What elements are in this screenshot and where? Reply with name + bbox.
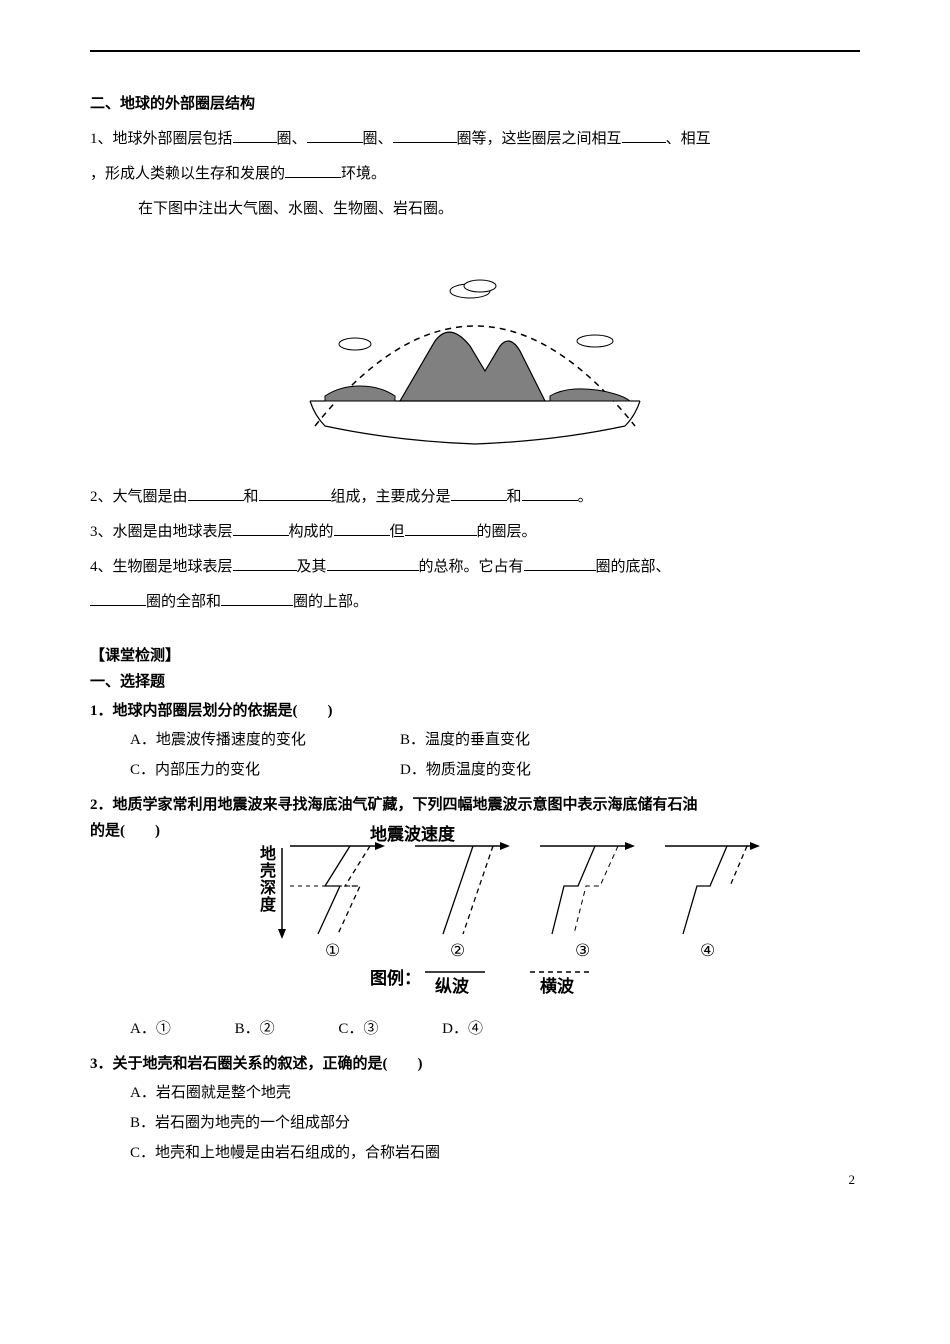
classroom-test-heading: 【课堂检测】 — [90, 644, 860, 665]
q2-stem-line1: 2．地质学家常利用地震波来寻找海底油气矿藏，下列四幅地震波示意图中表示海底储有石… — [90, 793, 860, 814]
top-horizontal-rule — [90, 50, 860, 52]
text-2c: 组成，主要成分是 — [331, 489, 451, 505]
q1-option-c: C．内部压力的变化 — [130, 755, 400, 785]
blank — [90, 590, 146, 606]
section-2-heading: 二、地球的外部圈层结构 — [90, 92, 860, 113]
seismic-wave-chart: 地震波速度 地 壳 深 度 ① — [160, 824, 860, 1004]
q3-option-b-line: B．岩石圈为地壳的一个组成部分 — [90, 1108, 860, 1138]
q1-option-a: A．地震波传播速度的变化 — [130, 725, 400, 755]
q3-stem: 3．关于地壳和岩石圈关系的叙述，正确的是( ) — [90, 1052, 860, 1073]
blank — [233, 555, 297, 571]
text-4c: 的总称。它占有 — [419, 559, 524, 575]
text-3b: 构成的 — [289, 524, 334, 540]
q1-option-b: B．温度的垂直变化 — [400, 725, 670, 755]
q1-options-row1: A．地震波传播速度的变化 B．温度的垂直变化 — [90, 725, 860, 755]
legend-solid: 纵波 — [435, 976, 470, 996]
q1-option-d: D．物质温度的变化 — [400, 755, 670, 785]
text-2b: 和 — [244, 489, 259, 505]
earth-spheres-diagram — [90, 246, 860, 451]
q3-option-a: A．岩石圈就是整个地壳 — [130, 1078, 291, 1108]
q1-options-row2: C．内部压力的变化 D．物质温度的变化 — [90, 755, 860, 785]
fill-line-1-instruction: 在下图中注出大气圈、水圈、生物圈、岩石圈。 — [90, 193, 860, 226]
blank — [522, 485, 578, 501]
page-number: 2 — [849, 1172, 856, 1188]
q3-option-c-line: C．地壳和上地幔是由岩石组成的，合称岩石圈 — [90, 1138, 860, 1168]
text-2d: 和 — [507, 489, 522, 505]
fill-line-1: 1、地球外部圈层包括 圈、 圈、 圈等，这些圈层之间相互 、相互 — [90, 123, 860, 156]
svg-text:④: ④ — [700, 941, 715, 960]
svg-text:度: 度 — [260, 895, 277, 914]
chart-title-text: 地震波速度 — [370, 824, 456, 844]
svg-text:③: ③ — [575, 941, 590, 960]
blank — [221, 590, 293, 606]
blank — [259, 485, 331, 501]
q2-options: A．① B．② C．③ D．④ — [90, 1014, 860, 1044]
text-3d: 的圈层。 — [477, 524, 537, 540]
fill-line-2: 2、大气圈是由 和 组成，主要成分是 和 。 — [90, 481, 860, 514]
blank — [334, 520, 390, 536]
text-1f: ，形成人类赖以生存和发展的 — [90, 166, 285, 182]
mcq-heading: 一、选择题 — [90, 670, 860, 691]
text-3c: 但 — [390, 524, 405, 540]
text-1b: 圈、 — [277, 131, 307, 147]
chart-ylabel-text: 地 — [260, 844, 276, 863]
text-3a: 3、水圈是由地球表层 — [90, 524, 233, 540]
q2-option-a: A．① — [130, 1014, 171, 1044]
q2-option-b: B．② — [235, 1014, 275, 1044]
q2-option-d: D．④ — [442, 1014, 483, 1044]
q3-option-a-line: A．岩石圈就是整个地壳 — [90, 1078, 860, 1108]
text-1g: 环境。 — [341, 166, 386, 182]
svg-text:②: ② — [450, 941, 465, 960]
text-2e: 。 — [578, 489, 593, 505]
legend-dashed: 横波 — [540, 976, 575, 996]
q3-option-c: C．地壳和上地幔是由岩石组成的，合称岩石圈 — [130, 1138, 440, 1168]
q3-option-b: B．岩石圈为地壳的一个组成部分 — [130, 1108, 350, 1138]
text-1c: 圈、 — [363, 131, 393, 147]
blank — [188, 485, 244, 501]
text-2a: 2、大气圈是由 — [90, 489, 188, 505]
blank — [622, 127, 666, 143]
text-4d: 圈的底部、 — [596, 559, 671, 575]
text-4f: 圈的上部。 — [293, 594, 368, 610]
fill-line-4-cont: 圈的全部和 圈的上部。 — [90, 586, 860, 619]
q2-option-c: C．③ — [338, 1014, 378, 1044]
text-4b: 及其 — [297, 559, 327, 575]
text-1a: 1、地球外部圈层包括 — [90, 131, 233, 147]
text-1d: 圈等，这些圈层之间相互 — [457, 131, 622, 147]
blank — [393, 127, 457, 143]
q2-stem-line2: 的是( ) — [90, 819, 160, 840]
svg-text:①: ① — [325, 941, 340, 960]
fill-line-3: 3、水圈是由地球表层 构成的 但 的圈层。 — [90, 516, 860, 549]
fill-line-4: 4、生物圈是地球表层 及其 的总称。它占有 圈的底部、 — [90, 551, 860, 584]
text-4a: 4、生物圈是地球表层 — [90, 559, 233, 575]
blank — [524, 555, 596, 571]
text-4e: 圈的全部和 — [146, 594, 221, 610]
blank — [233, 127, 277, 143]
blank — [285, 162, 341, 178]
fill-line-1-cont: ，形成人类赖以生存和发展的 环境。 — [90, 158, 860, 191]
svg-text:壳: 壳 — [259, 861, 276, 880]
svg-text:深: 深 — [260, 878, 276, 897]
blank — [307, 127, 363, 143]
blank — [451, 485, 507, 501]
blank — [327, 555, 419, 571]
blank — [405, 520, 477, 536]
blank — [233, 520, 289, 536]
text-1e: 、相互 — [666, 131, 711, 147]
q1-stem: 1．地球内部圈层划分的依据是( ) — [90, 699, 860, 720]
legend-label: 图例： — [370, 968, 421, 988]
